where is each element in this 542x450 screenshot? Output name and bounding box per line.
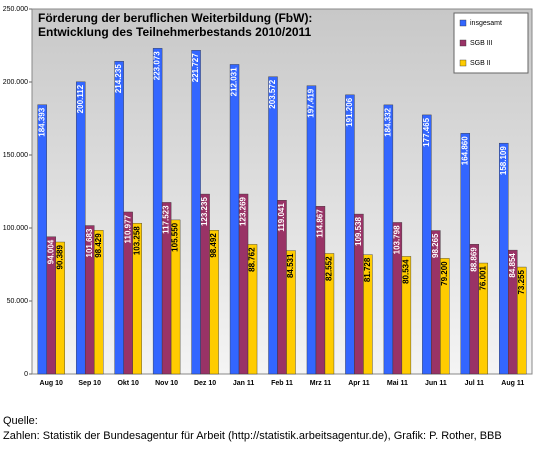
value-label: 82.552: [325, 256, 334, 281]
value-label: 212.031: [230, 67, 239, 96]
value-label: 214.235: [114, 64, 123, 93]
value-label: 119.041: [277, 203, 286, 232]
value-label: 88.869: [469, 247, 478, 272]
y-tick-label: 0: [24, 371, 28, 378]
x-tick-label: Okt 10: [117, 380, 139, 387]
y-tick-label: 100.000: [3, 225, 28, 232]
value-label: 223.073: [153, 51, 162, 80]
value-label: 158.109: [499, 146, 508, 175]
value-label: 81.728: [363, 257, 372, 282]
legend-label: SGB III: [470, 40, 493, 47]
value-label: 221.727: [191, 53, 200, 82]
value-label: 84.854: [508, 253, 517, 278]
value-label: 123.235: [200, 197, 209, 226]
bar: [363, 254, 373, 375]
legend-label: SGB II: [470, 60, 491, 67]
x-tick-label: Dez 10: [194, 380, 216, 387]
value-label: 80.534: [401, 259, 410, 284]
value-label: 103.798: [392, 225, 401, 254]
x-tick-label: Mrz 11: [310, 380, 332, 387]
bar: [37, 104, 47, 375]
bar: [401, 256, 412, 375]
legend-swatch: [459, 39, 467, 47]
bar: [132, 223, 142, 375]
chart-title: Entwicklung des Teilnehmerbestands 2010/…: [38, 25, 312, 39]
bar: [247, 244, 258, 375]
value-label: 114.867: [316, 209, 325, 238]
value-label: 88.762: [248, 247, 257, 272]
y-tick-label: 50.000: [7, 298, 29, 305]
bar: [286, 250, 296, 375]
value-label: 90.389: [55, 244, 64, 269]
value-label: 184.332: [383, 107, 392, 136]
y-tick-label: 150.000: [3, 152, 28, 159]
bar: [75, 81, 86, 375]
value-label: 200.112: [76, 84, 85, 113]
value-label: 123.269: [239, 196, 248, 225]
value-label: 203.572: [268, 79, 277, 108]
value-label: 197.419: [307, 88, 316, 117]
value-label: 105.550: [171, 222, 180, 251]
legend-swatch: [459, 59, 467, 67]
value-label: 94.004: [46, 239, 55, 264]
x-tick-label: Nov 10: [155, 380, 178, 387]
bar: [324, 253, 335, 375]
value-label: 101.683: [85, 228, 94, 257]
chart-title: Förderung der beruflichen Weiterbildung …: [38, 11, 312, 25]
x-tick-label: Sep 10: [78, 380, 101, 387]
x-tick-label: Jun 11: [425, 380, 447, 387]
bar: [478, 262, 489, 375]
value-label: 164.860: [460, 136, 469, 165]
value-label: 191.206: [345, 97, 354, 126]
x-tick-label: Mai 11: [387, 380, 408, 387]
value-label: 110.977: [123, 214, 132, 243]
value-label: 98.265: [431, 233, 440, 258]
value-label: 117.523: [162, 205, 171, 234]
bar: [170, 219, 181, 375]
y-tick-label: 250.000: [3, 6, 28, 13]
value-label: 184.393: [37, 107, 46, 136]
value-label: 73.255: [517, 269, 526, 294]
value-label: 76.001: [478, 265, 487, 290]
x-tick-label: Apr 11: [348, 380, 370, 387]
source-label: Quelle:: [3, 415, 38, 427]
legend-label: insgesamt: [470, 20, 502, 27]
value-label: 84.531: [286, 253, 295, 278]
legend-box: [453, 12, 529, 74]
x-tick-label: Aug 11: [501, 380, 524, 387]
value-label: 98.429: [94, 233, 103, 258]
value-label: 109.538: [354, 217, 363, 246]
source-text: Zahlen: Statistik der Bundesagentur für …: [3, 430, 502, 442]
x-tick-label: Feb 11: [271, 380, 293, 387]
bar: [517, 266, 527, 375]
bar: [209, 230, 219, 375]
legend-swatch: [459, 19, 467, 27]
x-tick-label: Aug 10: [40, 380, 63, 387]
value-label: 177.465: [422, 117, 431, 146]
y-tick-label: 200.000: [3, 79, 28, 86]
value-label: 103.258: [132, 226, 141, 255]
value-label: 79.200: [440, 261, 449, 286]
bar: [440, 258, 450, 375]
x-tick-label: Jan 11: [233, 380, 255, 387]
bar: [93, 230, 104, 375]
bar: [55, 241, 65, 375]
value-label: 98.492: [209, 233, 218, 258]
x-tick-label: Jul 11: [465, 380, 485, 387]
